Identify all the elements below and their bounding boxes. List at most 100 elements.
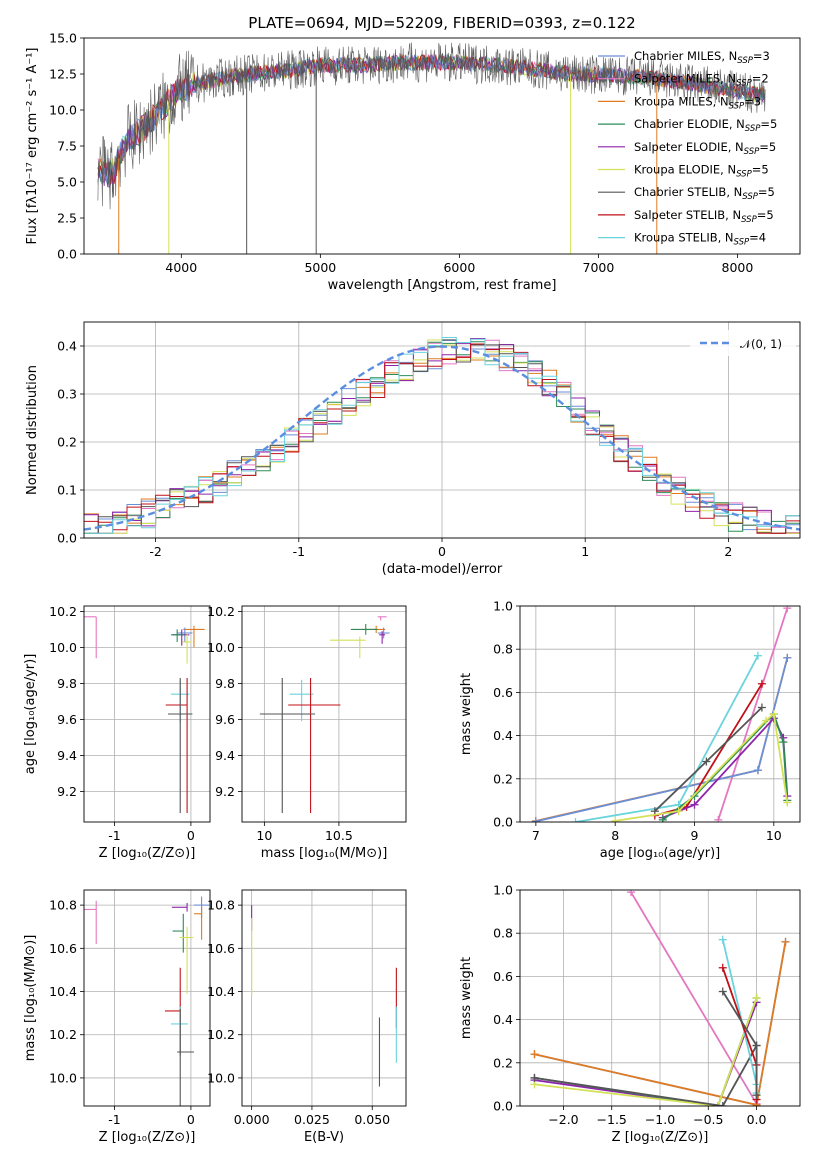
plot-area bbox=[242, 890, 406, 1106]
y-tick-label: 0.0 bbox=[57, 531, 77, 546]
plot-area bbox=[520, 606, 800, 822]
legend-entry-sub: SSP bbox=[737, 56, 753, 66]
errorbar-point bbox=[172, 913, 184, 953]
weight-line bbox=[534, 1045, 758, 1106]
y-tick-label: 1.0 bbox=[493, 883, 513, 898]
legend-entry: Salpeter ELODIE, NSSP=5 bbox=[634, 140, 776, 157]
y-tick-label: 10.0 bbox=[49, 1070, 77, 1085]
weight-marker bbox=[757, 679, 766, 688]
weight-marker bbox=[658, 815, 667, 822]
axes-frame bbox=[83, 605, 211, 823]
y-axis-label: mass weight bbox=[459, 957, 474, 1039]
legend-entry: Kroupa ELODIE, NSSP=5 bbox=[634, 163, 769, 180]
axes-age-vs-mass: 10 10.5 9.2 9.4 9.6 9.8 10.0 10.2 mass [log₁₀(M/… bbox=[207, 604, 407, 861]
y-tick-label: 0.4 bbox=[493, 1012, 513, 1027]
x-tick-label: 0.050 bbox=[354, 1112, 390, 1127]
weight-marker bbox=[713, 1102, 722, 1106]
y-tick-label: 0.8 bbox=[493, 926, 513, 941]
weight-marker bbox=[674, 807, 683, 816]
y-tick-label: 0.6 bbox=[493, 969, 513, 984]
y-tick-label: 10.2 bbox=[207, 1027, 235, 1042]
x-tick-label: −1.0 bbox=[645, 1112, 675, 1127]
legend-entry-count: =5 bbox=[752, 163, 769, 177]
errorbar-point bbox=[377, 616, 387, 621]
y-axis-label: Flux [fλ10⁻¹⁷ erg cm⁻² s⁻¹ A⁻¹] bbox=[25, 48, 40, 245]
weight-line bbox=[630, 891, 758, 1105]
weight-marker bbox=[571, 818, 580, 822]
x-tick-label: 6000 bbox=[443, 260, 475, 275]
y-tick-label: 2.5 bbox=[57, 211, 77, 226]
x-tick-label: −2.0 bbox=[548, 1112, 578, 1127]
legend-entry: Chabrier MILES, NSSP=3 bbox=[634, 49, 770, 66]
x-tick-label: −0.5 bbox=[693, 1112, 723, 1127]
y-axis-label: mass [log₁₀(M/M⊙)] bbox=[23, 935, 38, 1062]
y-tick-label: 10.2 bbox=[207, 604, 235, 619]
y-tick-label: 0.0 bbox=[57, 247, 77, 262]
data-layer bbox=[84, 896, 210, 1106]
x-tick-label: 0 bbox=[187, 828, 195, 843]
x-axis-label: (data-model)/error bbox=[382, 562, 503, 577]
legend-entry-label: Salpeter STELIB, N bbox=[634, 208, 741, 222]
weight-marker bbox=[753, 651, 762, 660]
weight-marker bbox=[718, 1102, 727, 1106]
axes-weight-vs-metallicity: −2.0 −1.5 −1.0 −0.5 0.0 0.0 0.2 0.4 0.6 0.8 1.0 Z [… bbox=[459, 883, 801, 1145]
frame: 7 8 9 10 0.0 0.2 0.4 0.6 0.8 1.0 age [log₁₀(age/yr… bbox=[459, 599, 801, 861]
x-tick-label: 0.025 bbox=[294, 1112, 330, 1127]
y-tick-label: 10.6 bbox=[49, 941, 77, 956]
weight-line bbox=[534, 997, 758, 1106]
errorbar-point bbox=[165, 678, 188, 813]
axes-frame bbox=[241, 889, 407, 1107]
errorbar-point bbox=[288, 678, 341, 813]
legend-entry-label: Kroupa MILES, N bbox=[634, 94, 729, 108]
errorbar-point bbox=[182, 633, 191, 664]
data-layer bbox=[97, 42, 766, 254]
y-axis-label: Normed distribution bbox=[25, 365, 40, 495]
x-tick-label: -2 bbox=[149, 544, 161, 559]
frame: -1 0 10.0 10.2 10.4 10.6 10.8 Z [log₁₀(Z/Z⊙)] ma… bbox=[23, 889, 211, 1145]
y-tick-label: 10.2 bbox=[49, 1027, 77, 1042]
weight-marker bbox=[752, 1041, 761, 1050]
y-tick-label: 9.4 bbox=[57, 748, 77, 763]
axes-spectrum: 4000 5000 6000 7000 8000 0.0 2.5 5.0 7.5 10.0 12.5… bbox=[25, 14, 801, 293]
axes-frame bbox=[241, 605, 407, 823]
y-tick-label: 9.2 bbox=[57, 784, 77, 799]
legend-entry-sub: SSP bbox=[741, 215, 757, 225]
y-tick-label: 0.2 bbox=[493, 1055, 513, 1070]
data-layer bbox=[251, 905, 397, 1087]
legend-box bbox=[690, 330, 796, 356]
weight-line bbox=[717, 607, 789, 821]
errorbar-point bbox=[179, 926, 194, 994]
x-tick-label: −1.5 bbox=[597, 1112, 627, 1127]
legend-entry-count: =3 bbox=[744, 94, 761, 108]
x-tick-label: 8000 bbox=[722, 260, 754, 275]
legend-entry-count: =2 bbox=[752, 72, 769, 86]
legend-entry-sub: SSP bbox=[736, 79, 752, 89]
y-tick-label: 0.8 bbox=[493, 642, 513, 657]
x-axis-label: E(B-V) bbox=[304, 1130, 344, 1145]
y-tick-label: 12.5 bbox=[49, 67, 77, 82]
y-tick-label: 9.6 bbox=[57, 712, 77, 727]
axes-frame bbox=[83, 889, 211, 1107]
weight-marker bbox=[783, 798, 792, 807]
y-tick-label: 10.8 bbox=[49, 898, 77, 913]
y-tick-label: 1.0 bbox=[493, 599, 513, 614]
legend-entry: Salpeter MILES, NSSP=2 bbox=[634, 72, 769, 89]
x-tick-label: -1 bbox=[108, 828, 120, 843]
legend-entry-label: Salpeter ELODIE, N bbox=[634, 140, 744, 154]
legend-entry: Kroupa MILES, NSSP=3 bbox=[634, 94, 761, 111]
frame: -1 0 9.2 9.4 9.6 9.8 10.0 10.2 Z [log₁₀(Z/Z⊙)] ag… bbox=[23, 604, 211, 861]
x-axis-label: mass [log₁₀(M/M⊙)] bbox=[261, 846, 388, 861]
x-tick-label: 0.000 bbox=[234, 1112, 270, 1127]
legend-entry: Chabrier ELODIE, NSSP=5 bbox=[634, 117, 777, 134]
frame: 4000 5000 6000 7000 8000 0.0 2.5 5.0 7.5 10.0 12.5… bbox=[25, 14, 801, 293]
y-tick-label: 10.0 bbox=[49, 640, 77, 655]
errorbar-point bbox=[377, 627, 390, 639]
frame: 10 10.5 9.2 9.4 9.6 9.8 10.0 10.2 mass [log₁₀(M/… bbox=[207, 604, 407, 861]
legend: 𝒩(0, 1) bbox=[690, 330, 796, 356]
series-line bbox=[97, 42, 766, 210]
errorbar-point bbox=[171, 902, 188, 912]
weight-marker bbox=[718, 963, 727, 972]
axes-mass-vs-metallicity: -1 0 10.0 10.2 10.4 10.6 10.8 Z [log₁₀(Z/Z⊙)] ma… bbox=[23, 889, 211, 1145]
x-tick-label: -1 bbox=[293, 544, 305, 559]
legend-entry-count: =5 bbox=[758, 185, 775, 199]
